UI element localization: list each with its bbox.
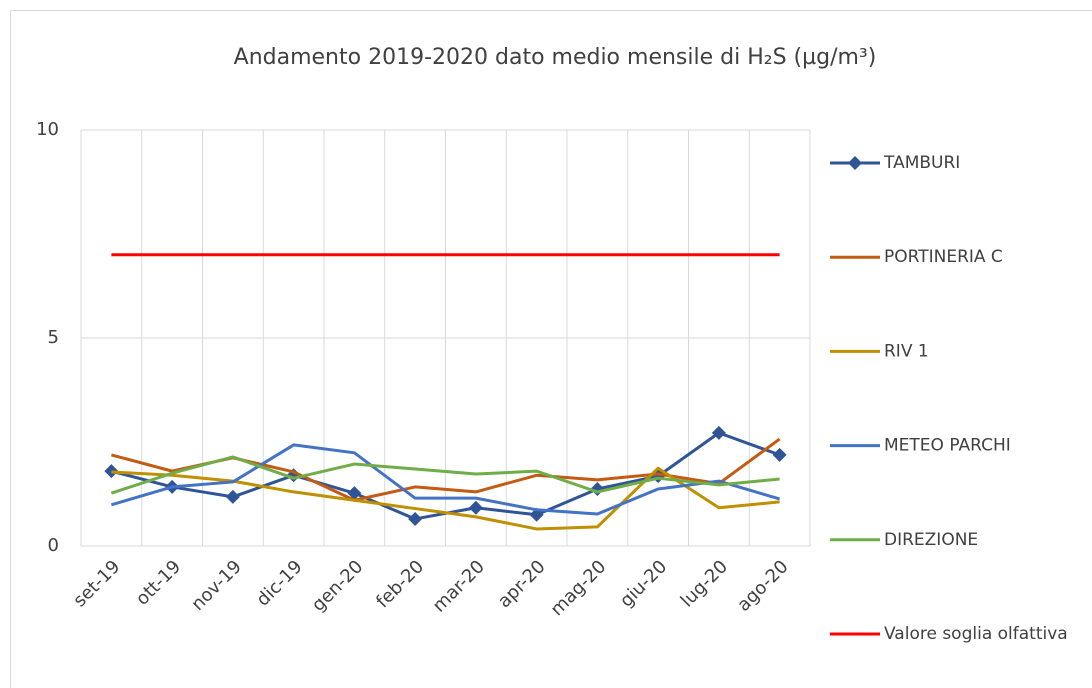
data-point	[347, 486, 362, 501]
chart-title: Andamento 2019-2020 dato medio mensile d…	[234, 45, 877, 70]
legend-label: METEO PARCHI	[884, 436, 1011, 456]
data-point	[104, 464, 119, 479]
data-point	[468, 500, 483, 515]
chart-border	[10, 10, 1092, 688]
data-point	[711, 425, 726, 440]
legend-label: RIV 1	[884, 341, 929, 361]
legend-label: TAMBURI	[883, 153, 960, 173]
data-point	[772, 447, 787, 462]
legend-label: PORTINERIA C	[884, 247, 1003, 267]
y-tick-label: 0	[48, 535, 59, 556]
series-line	[111, 466, 780, 531]
y-tick-label: 5	[48, 327, 59, 348]
y-tick-label: 10	[36, 119, 59, 140]
legend-label: Valore soglia olfattiva	[884, 624, 1068, 644]
data-point	[408, 511, 423, 526]
data-point	[225, 489, 240, 504]
legend-label: DIREZIONE	[884, 530, 978, 550]
legend-marker	[848, 156, 862, 170]
series-line	[110, 455, 780, 495]
series-line	[110, 443, 781, 516]
